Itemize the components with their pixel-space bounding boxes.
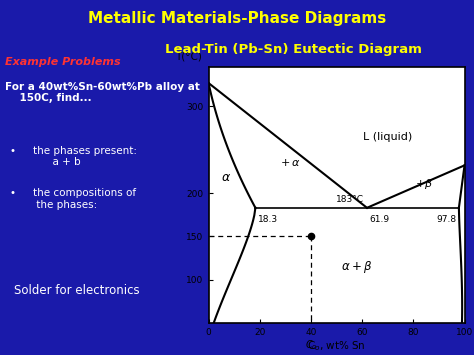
Text: 61.9: 61.9 xyxy=(370,215,390,224)
Text: L (liquid): L (liquid) xyxy=(363,132,412,142)
Text: Lead-Tin (Pb-Sn) Eutectic Diagram: Lead-Tin (Pb-Sn) Eutectic Diagram xyxy=(165,43,422,56)
Text: T(°C): T(°C) xyxy=(175,51,202,61)
Text: $\alpha$: $\alpha$ xyxy=(221,171,231,184)
Text: the compositions of
 the phases:: the compositions of the phases: xyxy=(33,188,137,210)
Text: Example Problems: Example Problems xyxy=(5,57,120,67)
Text: $C_o$: $C_o$ xyxy=(305,339,317,353)
Text: Solder for electronics: Solder for electronics xyxy=(14,284,140,297)
Text: •: • xyxy=(9,146,16,155)
Text: $\alpha + \beta$: $\alpha + \beta$ xyxy=(341,259,373,275)
Text: Metallic Materials-Phase Diagrams: Metallic Materials-Phase Diagrams xyxy=(88,11,386,26)
Text: $+\,\alpha$: $+\,\alpha$ xyxy=(280,157,301,168)
Text: 97.8: 97.8 xyxy=(436,215,456,224)
Text: •: • xyxy=(9,188,16,198)
Text: the phases present:
      a + b: the phases present: a + b xyxy=(33,146,137,167)
Text: 18.3: 18.3 xyxy=(258,215,278,224)
Text: For a 40wt%Sn-60wt%Pb alloy at
    150C, find...: For a 40wt%Sn-60wt%Pb alloy at 150C, fin… xyxy=(5,82,200,103)
X-axis label: C$_o$, wt% Sn: C$_o$, wt% Sn xyxy=(307,340,366,354)
Text: 183°C: 183°C xyxy=(337,195,365,204)
Text: $+\beta$: $+\beta$ xyxy=(415,178,433,191)
